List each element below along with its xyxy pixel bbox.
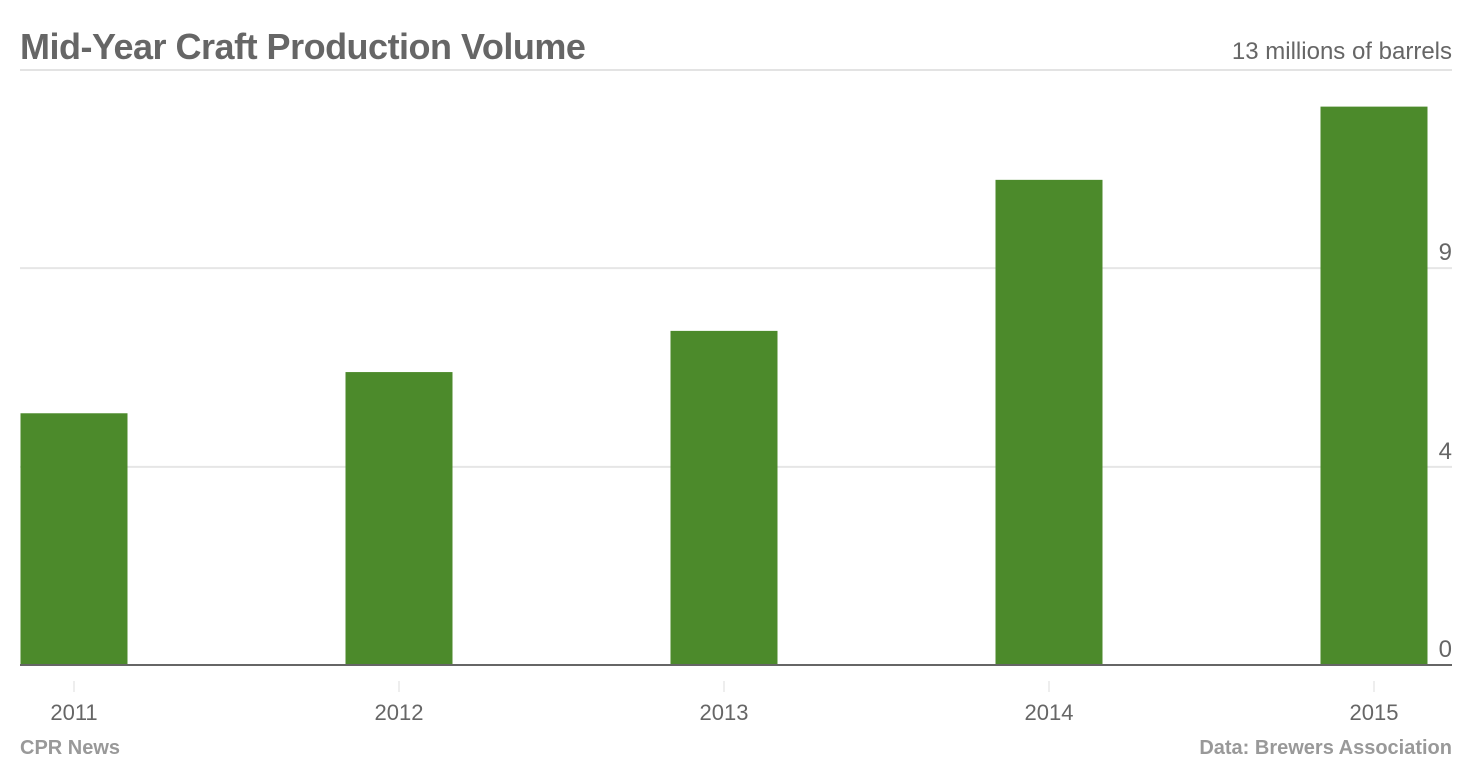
x-tick-label: 2014 <box>1025 700 1074 725</box>
x-tick-label: 2011 <box>50 700 97 725</box>
chart-title: Mid-Year Craft Production Volume <box>20 26 586 67</box>
bar-2013 <box>670 330 778 665</box>
bar-2015 <box>1320 106 1428 666</box>
x-tick-label: 2013 <box>700 700 749 725</box>
x-tick-label: 2012 <box>375 700 424 725</box>
y-tick-label: 0 <box>1439 636 1452 663</box>
unit-label: 13 millions of barrels <box>1231 38 1452 65</box>
y-tick-label: 9 <box>1439 239 1452 266</box>
bar-2011 <box>20 413 128 665</box>
source-label: Data: Brewers Association <box>1199 737 1452 759</box>
x-tick-label: 2015 <box>1350 700 1399 725</box>
bar-2014 <box>995 179 1103 665</box>
y-tick-label: 4 <box>1439 438 1452 465</box>
bar-2012 <box>345 372 453 665</box>
credit-label: CPR News <box>20 737 121 759</box>
